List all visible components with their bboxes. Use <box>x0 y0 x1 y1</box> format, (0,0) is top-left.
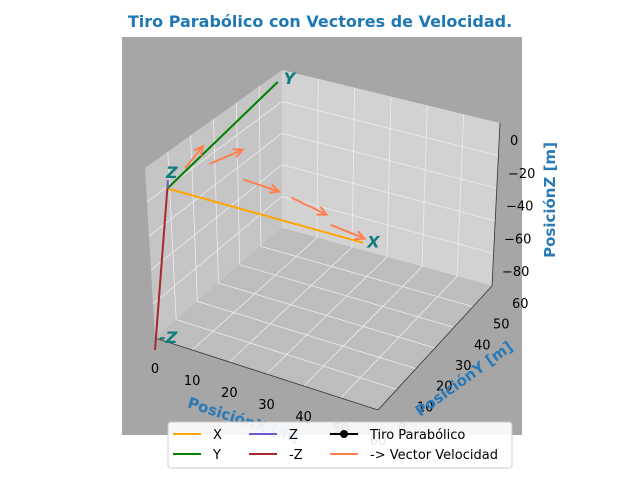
velocity-vector <box>330 223 365 240</box>
y-tick-label: 20 <box>436 380 453 395</box>
y-axis-line <box>377 285 493 411</box>
series-line-y <box>166 81 279 190</box>
axis-edges <box>154 122 501 411</box>
legend-label: Tiro Parabólico <box>369 428 465 443</box>
x-tick-label: 40 <box>295 410 312 425</box>
y-tick-label: 60 <box>512 297 529 312</box>
z-tick-label: −60 <box>504 232 531 247</box>
legend-label: -> Vector Velocidad <box>370 448 498 463</box>
grid-line <box>281 101 499 156</box>
velocity-arrowhead <box>268 183 282 194</box>
y-tick-label: 10 <box>417 400 434 415</box>
series-line-x <box>167 187 364 244</box>
legend-label: X <box>213 428 222 443</box>
grid-line <box>281 132 497 189</box>
axis-name-z: Z <box>165 163 178 182</box>
y-tick-label: 30 <box>455 359 472 374</box>
legend-marker <box>340 430 348 438</box>
grid-line <box>150 164 283 271</box>
data-series <box>154 81 364 351</box>
grid-line <box>167 151 177 320</box>
legend-label: -Z <box>289 448 303 463</box>
x-axis-line <box>154 337 379 411</box>
velocity-vector <box>209 148 244 165</box>
velocity-arrowhead <box>232 148 245 158</box>
grid-line <box>386 96 392 258</box>
series-line-neg-z <box>154 188 169 351</box>
x-tick-label: 0 <box>151 362 159 377</box>
grid-line <box>351 87 356 248</box>
axis-name-y: Y <box>284 69 297 88</box>
back-pane <box>282 70 500 286</box>
z-tick-label: −20 <box>508 167 535 182</box>
legend-label: Y <box>212 448 221 463</box>
legend-label: Z <box>289 428 298 443</box>
grid-line <box>281 196 494 254</box>
z-tick-label: 0 <box>510 134 518 149</box>
velocity-arrowhead <box>354 230 367 241</box>
axis-name-neg-z: -Z <box>159 328 178 347</box>
grid-lines <box>146 78 499 399</box>
grid-line <box>281 164 496 222</box>
velocity-vector <box>290 196 327 216</box>
y-tick-label: 40 <box>474 338 491 353</box>
velocity-vectors <box>184 144 367 241</box>
z-tick-label: −40 <box>506 200 533 215</box>
axis-names: X Y Z -Z <box>159 69 380 347</box>
velocity-arrowhead <box>193 144 205 157</box>
velocity-vector <box>242 178 280 193</box>
grid-line <box>148 132 283 237</box>
grid-line <box>258 86 262 247</box>
grid-line <box>235 102 241 265</box>
legend: XY Z -Z Tiro Parabólico -> Vector Velocidad <box>167 421 513 469</box>
series-line-z <box>166 179 169 189</box>
z-axis-label: PosiciónZ [m] <box>541 142 559 258</box>
grid-line <box>456 114 465 277</box>
left-pane <box>145 70 282 338</box>
grid-line <box>421 105 428 267</box>
y-tick-label: 50 <box>493 318 510 333</box>
velocity-arrowhead <box>316 206 329 216</box>
z-axis-line <box>491 122 501 287</box>
grid-line <box>190 135 198 302</box>
z-tick-label: −80 <box>502 265 529 280</box>
grid-line <box>260 245 474 308</box>
x-tick-label: 20 <box>221 386 238 401</box>
x-tick-label: 30 <box>258 398 275 413</box>
x-tick-label: 10 <box>184 374 201 389</box>
velocity-vector <box>184 145 204 169</box>
axis-name-x: X <box>366 233 380 252</box>
chart-title: Tiro Parabólico con Vectores de Velocida… <box>128 12 512 31</box>
